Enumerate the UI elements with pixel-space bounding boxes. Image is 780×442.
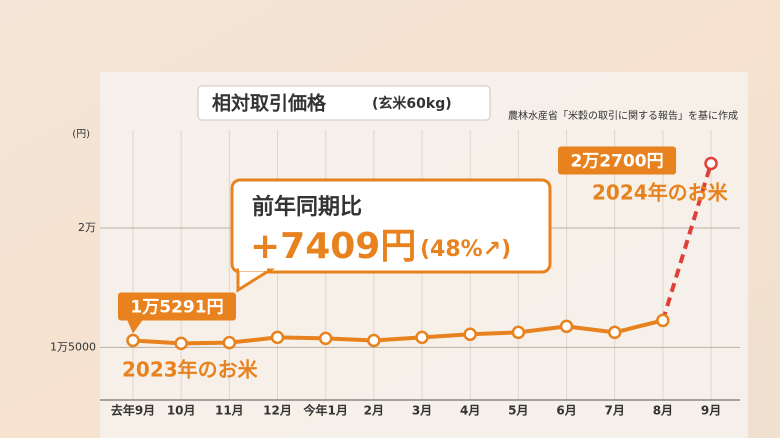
callout-percent: (48%↗) (420, 237, 511, 262)
series-line (132, 318, 664, 346)
data-point (463, 327, 477, 342)
data-point (222, 335, 237, 350)
callout-box (230, 178, 552, 274)
annotation-2024: 2024年のお米 (592, 181, 729, 205)
x-tick-label: 12月 (263, 404, 292, 418)
x-tick-label: 去年9月 (111, 403, 155, 418)
chart-title: 相対取引価格 (212, 92, 327, 115)
data-point (318, 331, 333, 346)
value-label-box (118, 292, 236, 321)
data-point (607, 325, 622, 340)
data-point (415, 330, 429, 345)
x-tick-label: 11月 (215, 404, 244, 418)
y-unit: (円) (72, 129, 90, 140)
x-tick-label: 3月 (412, 404, 432, 418)
callout-change: +7409円 (250, 226, 416, 267)
x-tick-label: 今年1月 (303, 403, 348, 418)
title-box (197, 85, 491, 121)
data-point (511, 325, 526, 340)
data-point (656, 313, 670, 328)
data-point (270, 330, 285, 345)
data-point (126, 333, 140, 348)
data-point (367, 333, 381, 348)
x-tick-label: 4月 (460, 404, 480, 418)
y-tick-label: 2万 (78, 221, 96, 234)
value-label-box (558, 146, 677, 175)
x-tick-label: 8月 (653, 404, 673, 418)
data-point (704, 156, 718, 171)
x-tick-label: 10月 (167, 404, 196, 418)
x-tick-label: 9月 (701, 404, 721, 418)
data-point (559, 319, 574, 334)
x-tick-label: 7月 (605, 404, 625, 418)
series-line-dashed (660, 162, 713, 322)
data-point (174, 336, 188, 351)
value-label: 1万5291円 (130, 297, 223, 317)
y-tick-label: 1万5000 (50, 340, 96, 353)
value-label-tail (127, 319, 143, 334)
callout-title: 前年同期比 (252, 194, 362, 220)
x-tick-label: 5月 (508, 404, 528, 418)
x-tick-label: 2月 (364, 404, 384, 418)
value-label: 2万2700円 (570, 151, 663, 171)
chart-subtitle: (玄米60kg) (372, 95, 452, 112)
x-tick-label: 6月 (556, 404, 576, 418)
source: 農林水産省「米穀の取引に関する報告」を基に作成 (508, 109, 738, 122)
annotation-2023: 2023年のお米 (122, 358, 259, 382)
callout-tail-cover (239, 262, 267, 271)
